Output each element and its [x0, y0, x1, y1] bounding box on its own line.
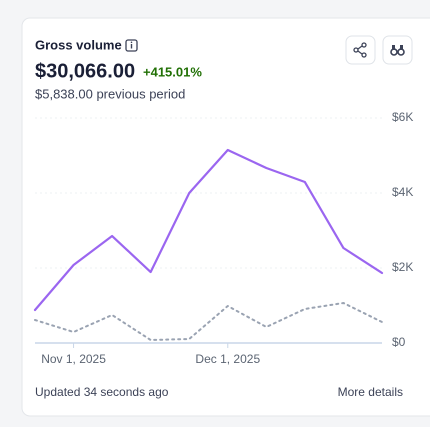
x-tick-label: Nov 1, 2025 [41, 352, 106, 366]
more-details-link[interactable]: More details [338, 385, 403, 399]
share-button[interactable] [345, 35, 376, 65]
y-tick-label: $4K [392, 185, 413, 199]
card-title: Gross volume [35, 37, 122, 52]
change: +415.01% [143, 64, 202, 79]
y-tick-label: $6K [392, 110, 413, 124]
updated-note: Updated 34 seconds ago [35, 385, 169, 399]
current-period-line [33, 148, 384, 312]
card [21, 17, 430, 417]
explore-button[interactable] [382, 35, 413, 65]
previous-period: $5,838.00 previous period [35, 86, 185, 101]
info-icon[interactable] [125, 39, 138, 52]
x-tick-label: Dec 1, 2025 [195, 352, 260, 366]
y-tick-label: $2K [392, 260, 413, 274]
previous-period-line [34, 301, 383, 341]
total: $30,066.00 [35, 60, 135, 82]
y-tick-label: $0 [392, 335, 406, 349]
